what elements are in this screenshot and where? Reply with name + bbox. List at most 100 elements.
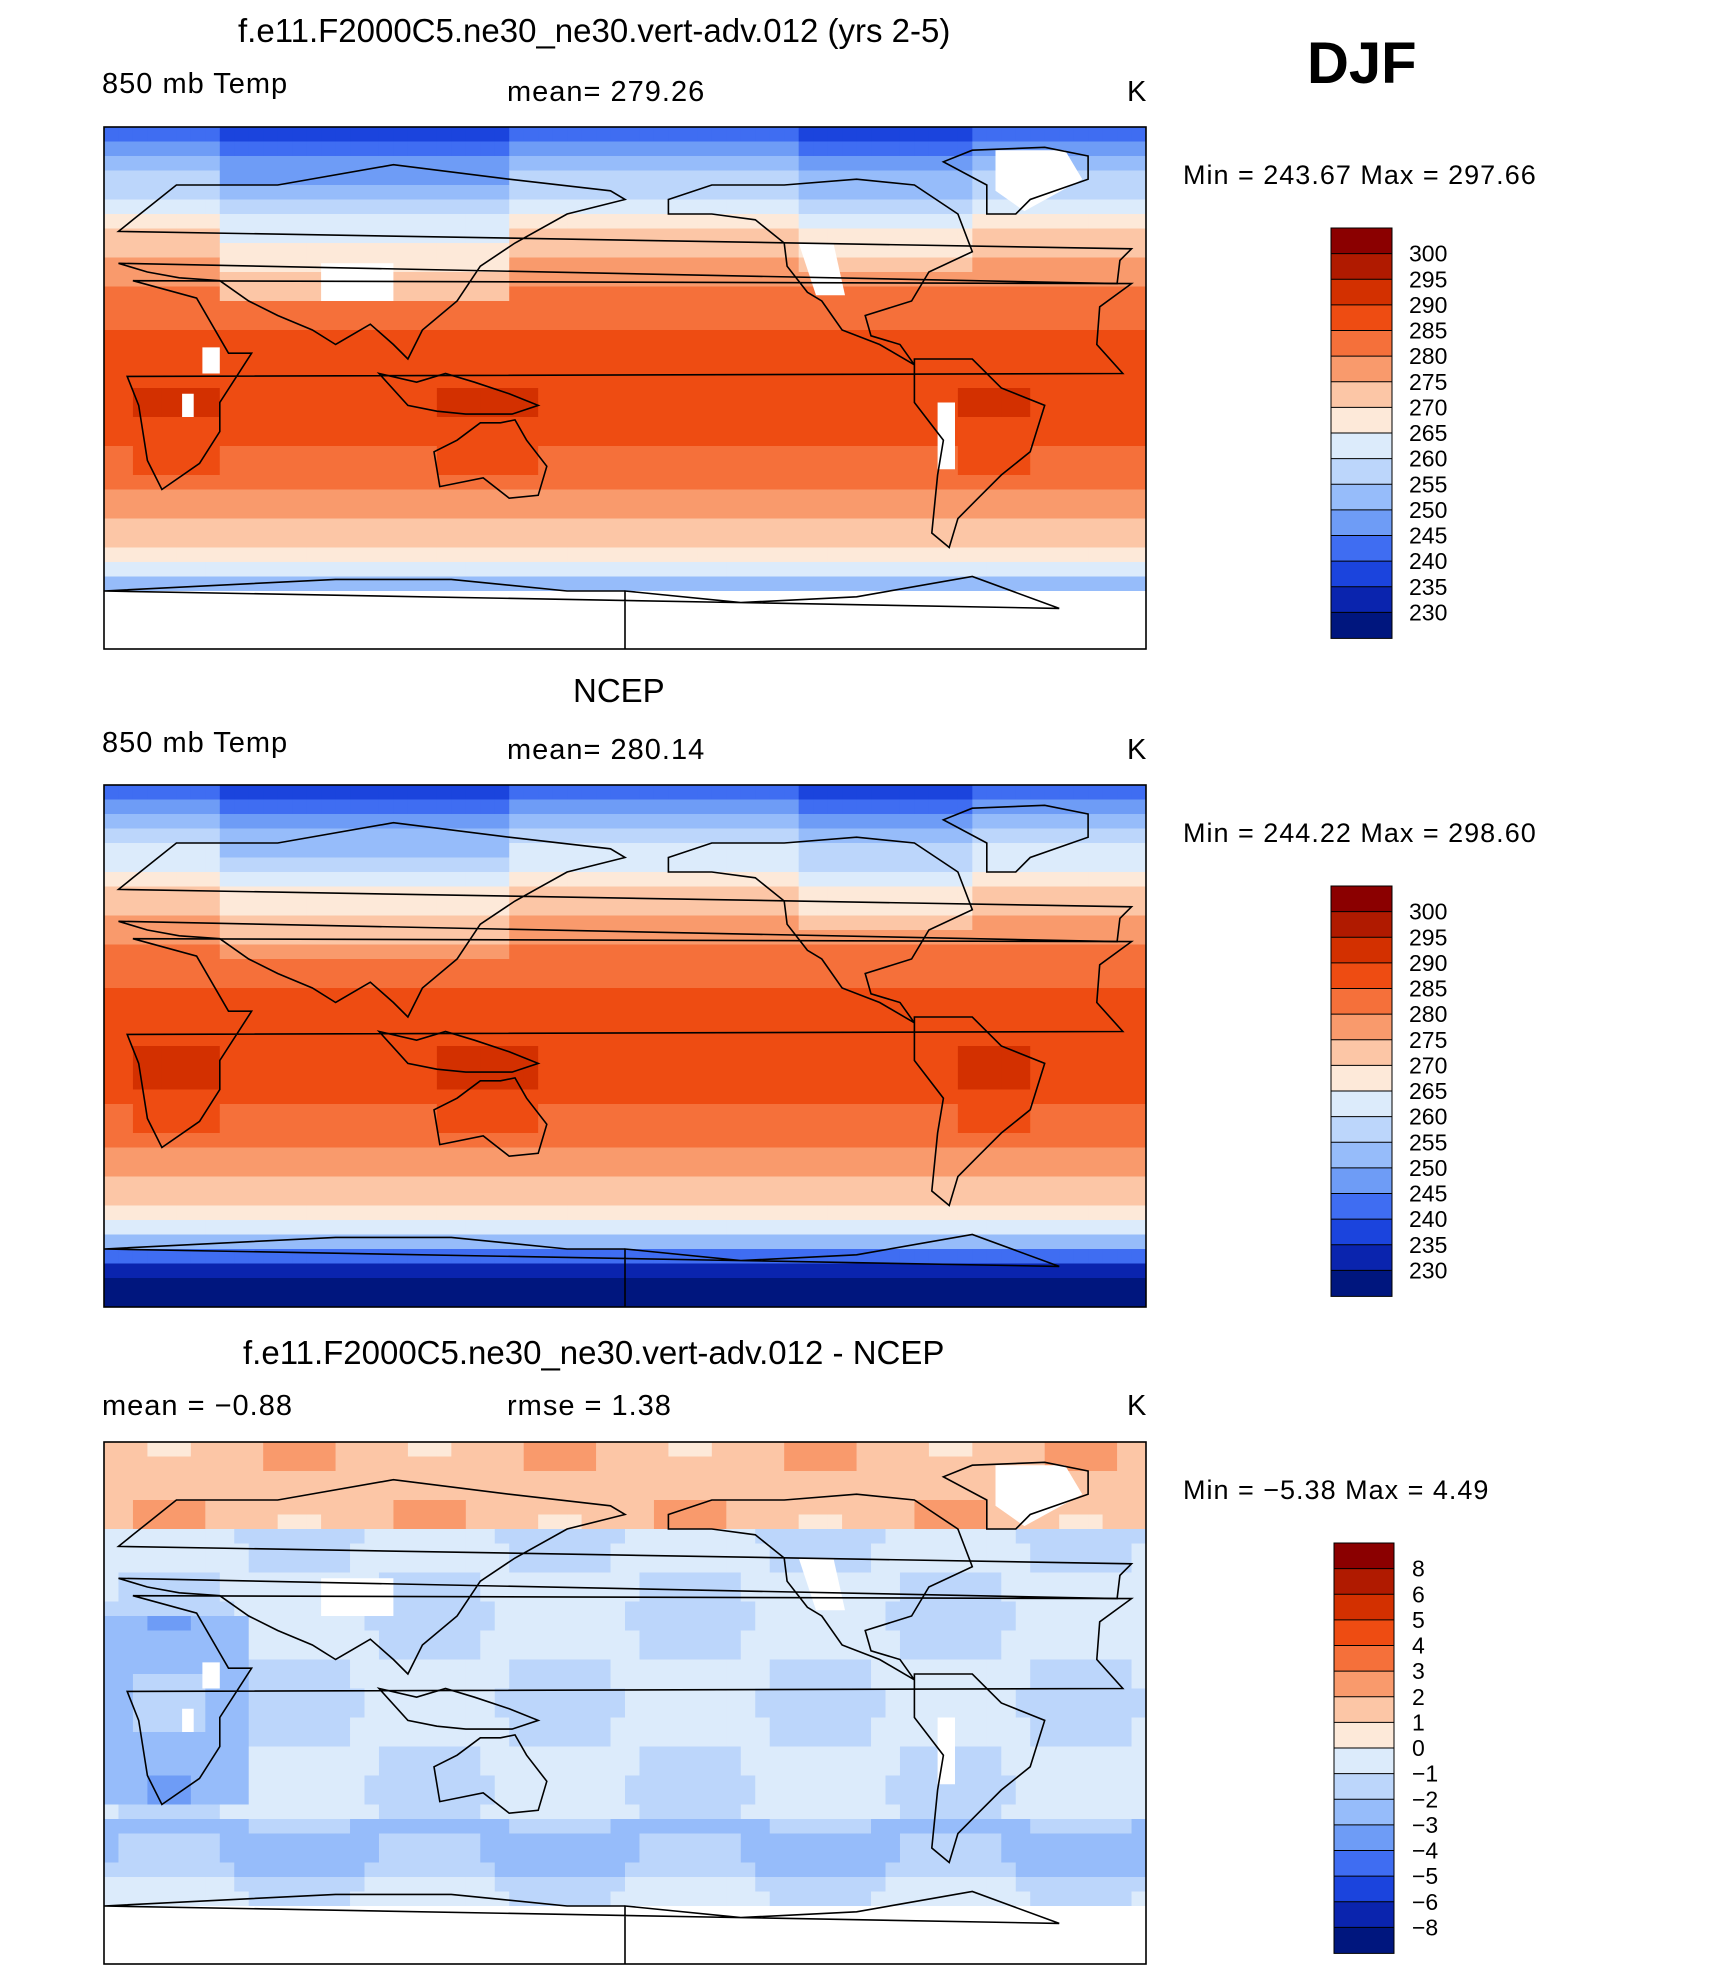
colorbar-swatch (1330, 1116, 1393, 1144)
colorbar-swatch (1333, 1773, 1395, 1801)
colorbar-swatch (1330, 1064, 1393, 1092)
map-panel-2 (103, 784, 1147, 1308)
missing-data-mask (182, 1708, 194, 1732)
colorbar-tick-label: 245 (1409, 523, 1447, 549)
map-frame (103, 126, 1147, 650)
colorbar-tick-label: 240 (1409, 1206, 1447, 1232)
colorbar-swatch (1333, 1798, 1395, 1826)
coastline-samerica (913, 1673, 1046, 1864)
coastline-australia (433, 419, 548, 500)
colorbar-tick-label: 295 (1409, 924, 1447, 950)
coastlines-1 (104, 146, 1134, 649)
colorbar-tick-label: 275 (1409, 369, 1447, 395)
colorbar-tick-label: −4 (1412, 1838, 1438, 1864)
colorbar-swatch (1333, 1619, 1395, 1647)
colorbar-tick-label: 280 (1409, 343, 1447, 369)
colorbar-swatch (1333, 1926, 1395, 1954)
colorbar-swatch (1330, 406, 1393, 434)
coastline-eurasia (116, 1478, 1134, 1676)
panel1-mean: mean= 279.26 (507, 76, 706, 108)
missing-data-mask (995, 1465, 1083, 1527)
colorbar-tick-label: −5 (1412, 1863, 1438, 1889)
missing-data-mask (182, 393, 194, 417)
colorbar-swatch (1330, 355, 1393, 383)
colorbar-swatch (1333, 1593, 1395, 1621)
coastline-namerica (667, 1493, 974, 1681)
colorbar-tick-label: 230 (1409, 599, 1447, 625)
panel2-units: K (1127, 734, 1148, 766)
coastlines-2 (104, 804, 1134, 1307)
coastline-australia (433, 1734, 548, 1815)
colorbar-swatch (1330, 330, 1393, 358)
colorbar-tick-label: 270 (1409, 1052, 1447, 1078)
colorbar-tick-label: 245 (1409, 1181, 1447, 1207)
missing-data-mask (202, 347, 220, 374)
colorbar-swatch (1330, 1090, 1393, 1118)
colorbar-tick-label: 4 (1412, 1633, 1425, 1659)
coastline-namerica (667, 178, 974, 366)
panel2-minmax: Min = 244.22 Max = 298.60 (1183, 818, 1537, 848)
coastlines-3 (104, 1461, 1134, 1964)
missing-data-mask (202, 1662, 220, 1689)
field-shading-2 (104, 785, 1146, 1307)
field-shading-1 (104, 127, 1146, 649)
coastline-greenland (941, 1461, 1089, 1530)
colorbar-tick-label: 285 (1409, 318, 1447, 344)
colorbar-tick-label: 2 (1412, 1684, 1425, 1710)
colorbar-swatch (1330, 535, 1393, 563)
colorbar-swatch (1330, 381, 1393, 409)
colorbar-2: 3002952902852802752702652602552502452402… (1330, 885, 1447, 1297)
colorbar-swatch (1330, 586, 1393, 614)
colorbar-swatch (1333, 1645, 1395, 1673)
panel3-units: K (1127, 1390, 1148, 1422)
field-shading-3 (104, 1442, 1146, 1964)
colorbar-swatch (1330, 1269, 1393, 1297)
map-panel-3 (103, 1441, 1147, 1965)
colorbar-tick-label: −1 (1412, 1761, 1438, 1787)
map-frame (103, 784, 1147, 1308)
coastline-africa (126, 937, 1134, 1149)
colorbar-swatch (1333, 1721, 1395, 1749)
panel1-minmax: Min = 243.67 Max = 297.66 (1183, 160, 1537, 190)
colorbar-swatch (1330, 278, 1393, 306)
colorbar-swatch (1330, 936, 1393, 964)
panel2-title: NCEP (573, 672, 665, 709)
colorbar-swatch (1330, 1244, 1393, 1272)
coastline-indonesia (376, 1687, 541, 1730)
coastline-africa (126, 279, 1134, 491)
colorbar-swatch (1330, 962, 1393, 990)
colorbar-tick-label: −6 (1412, 1889, 1438, 1915)
colorbar-swatch (1330, 1141, 1393, 1169)
colorbar-tick-label: −2 (1412, 1786, 1438, 1812)
colorbar-tick-label: 3 (1412, 1658, 1425, 1684)
colorbar-swatch (1330, 1013, 1393, 1041)
colorbar-swatch (1330, 1167, 1393, 1195)
colorbar-tick-label: 255 (1409, 471, 1447, 497)
coastline-eurasia (116, 821, 1134, 1019)
colorbar-swatch (1330, 483, 1393, 511)
season-label: DJF (1307, 31, 1417, 96)
colorbar-swatch (1330, 509, 1393, 537)
colorbar-swatch (1330, 1218, 1393, 1246)
coastline-samerica (913, 1016, 1046, 1207)
colorbar-tick-label: 250 (1409, 1155, 1447, 1181)
panel3-mean: mean = −0.88 (102, 1390, 293, 1422)
panel3-rmse: rmse = 1.38 (507, 1390, 672, 1422)
colorbar-swatch (1330, 304, 1393, 332)
colorbar-swatch (1333, 1850, 1395, 1878)
colorbar-swatch (1330, 911, 1393, 939)
colorbar-swatch (1330, 560, 1393, 588)
colorbar-tick-label: 275 (1409, 1027, 1447, 1053)
colorbar-tick-label: −3 (1412, 1812, 1438, 1838)
colorbar-tick-label: 295 (1409, 266, 1447, 292)
colorbar-tick-label: 5 (1412, 1607, 1425, 1633)
missing-data-mask (995, 150, 1083, 212)
colorbar-swatch (1333, 1670, 1395, 1698)
panel1-left-label: 850 mb Temp (102, 68, 289, 100)
colorbar-swatch (1333, 1542, 1395, 1570)
colorbar-swatch (1330, 432, 1393, 460)
colorbar-swatch (1330, 611, 1393, 639)
coastline-antarctica (104, 1890, 1060, 1964)
colorbar-1: 3002952902852802752702652602552502452402… (1330, 227, 1447, 639)
